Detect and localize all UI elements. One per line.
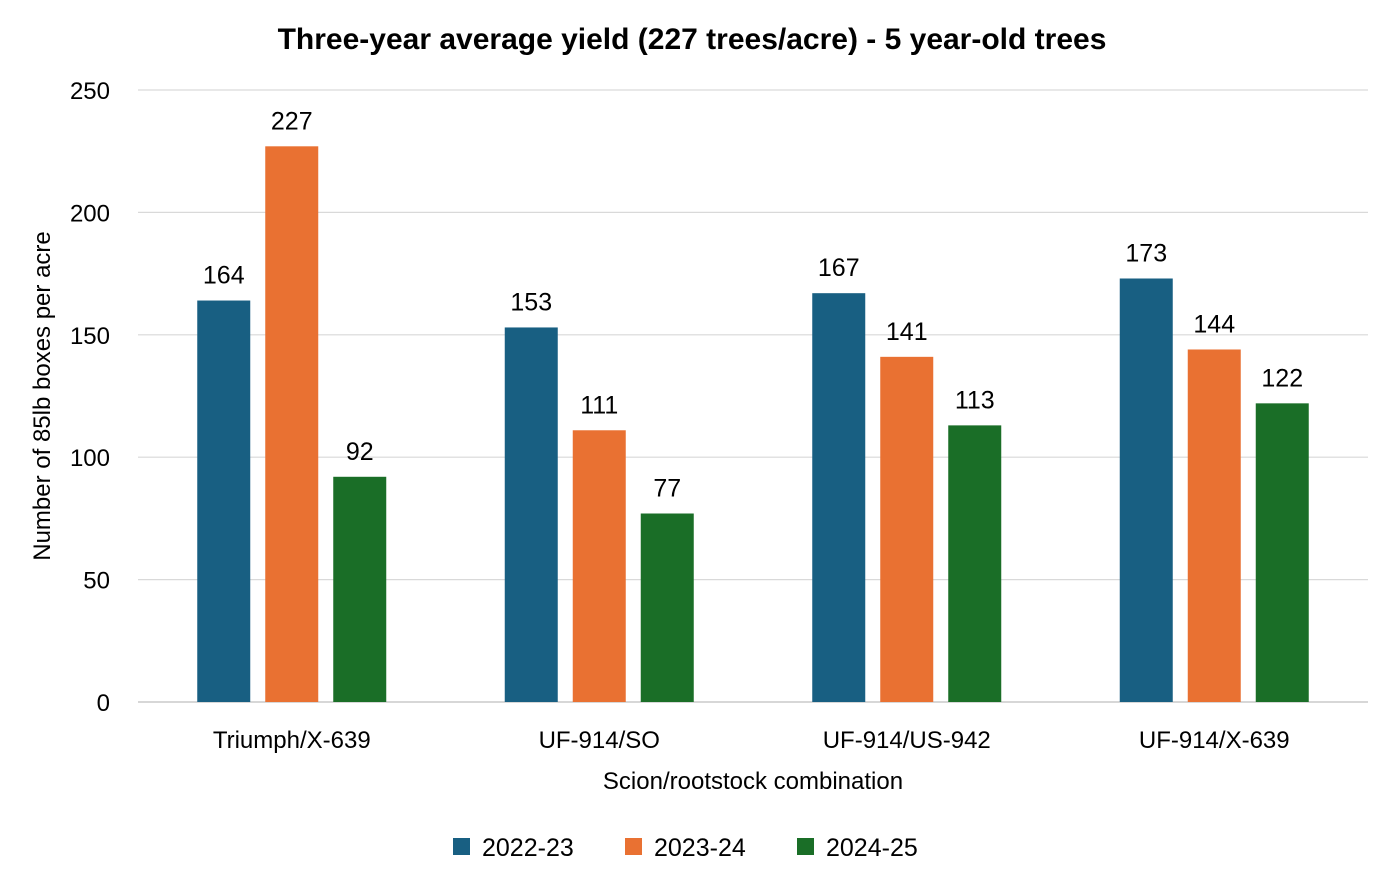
data-label: 111	[580, 391, 618, 419]
data-label: 164	[203, 262, 245, 290]
data-label: 173	[1125, 239, 1167, 267]
y-tick-label: 0	[97, 690, 110, 717]
bar-2024-25	[640, 513, 694, 702]
x-tick-label: Triumph/X-639	[213, 727, 371, 754]
bar-2023-24	[1187, 349, 1241, 702]
bar-2024-25	[1255, 403, 1309, 702]
legend-swatch	[453, 838, 470, 855]
data-label: 122	[1261, 364, 1303, 392]
legend-label: 2024-25	[826, 834, 918, 862]
y-tick-label: 200	[70, 200, 110, 227]
x-tick-label: UF-914/US-942	[823, 727, 991, 754]
bar-2023-24	[265, 146, 319, 702]
y-axis-title: Number of 85lb boxes per acre	[29, 231, 56, 561]
legend: 2022-23 2023-24 2024-25	[453, 834, 918, 862]
bar-2022-23	[1119, 278, 1173, 702]
bar-2024-25	[948, 425, 1002, 702]
bar-2022-23	[812, 293, 866, 702]
data-label: 153	[510, 288, 552, 316]
y-tick-label: 150	[70, 323, 110, 350]
x-tick-label: UF-914/SO	[539, 727, 660, 754]
data-labels: 164 227 92 153 111 77 167 141 113 173 144 122	[203, 107, 1303, 502]
gridlines	[138, 89, 1368, 703]
legend-swatch	[797, 838, 814, 855]
bar-2022-23	[197, 300, 251, 702]
chart-title: Three-year average yield (227 trees/acre…	[278, 23, 1107, 56]
data-label: 113	[955, 386, 995, 414]
data-label: 77	[653, 475, 681, 503]
bar-2022-23	[504, 327, 558, 702]
y-axis-ticks: 0 50 100 150 200 250	[70, 78, 110, 717]
bar-2023-24	[880, 356, 934, 702]
x-tick-label: UF-914/X-639	[1139, 727, 1290, 754]
bar-2024-25	[333, 476, 387, 702]
legend-label: 2023-24	[654, 834, 746, 862]
data-label: 141	[886, 318, 928, 346]
y-tick-label: 250	[70, 78, 110, 105]
y-tick-label: 50	[83, 568, 110, 595]
legend-label: 2022-23	[482, 834, 574, 862]
x-axis-ticks: Triumph/X-639 UF-914/SO UF-914/US-942 UF-91…	[213, 727, 1290, 754]
x-axis-title: Scion/rootstock combination	[603, 768, 903, 795]
y-tick-label: 100	[70, 445, 110, 472]
legend-swatch	[625, 838, 642, 855]
data-label: 167	[818, 254, 860, 282]
data-label: 144	[1193, 310, 1235, 338]
bars	[197, 146, 1309, 702]
data-label: 92	[346, 438, 374, 466]
bar-2023-24	[572, 430, 626, 702]
data-label: 227	[271, 107, 313, 135]
